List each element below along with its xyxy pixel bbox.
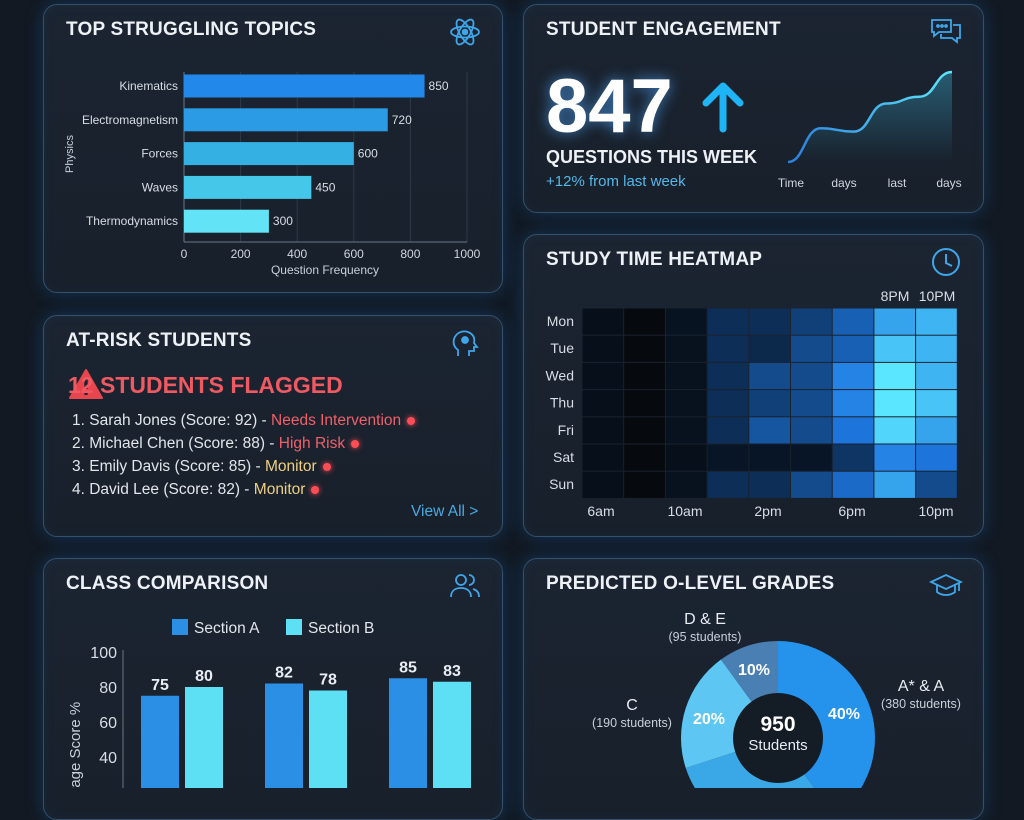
graduation-cap-icon (929, 574, 963, 596)
questions-label: QUESTIONS THIS WEEK (546, 147, 758, 167)
list-item[interactable]: 1. Sarah Jones (Score: 92) - Needs Inter… (72, 409, 416, 432)
list-item[interactable]: 4. David Lee (Score: 82) - Monitor (72, 478, 415, 501)
panel-title: STUDENT ENGAGEMENT (546, 19, 781, 40)
warning-triangle-icon (69, 369, 103, 399)
status-label: Needs Intervention (271, 412, 402, 429)
predicted-grades-panel: PREDICTED O-LEVEL GRADES (523, 558, 984, 820)
arrow-up-icon (702, 82, 744, 133)
list-item[interactable]: 3. Emily Davis (Score: 85) - Monitor (72, 455, 415, 478)
class-comparison-panel: CLASS COMPARISON (43, 558, 503, 820)
questions-count: 847 (546, 64, 673, 149)
status-dot (407, 416, 416, 425)
flagged-count: 12 STUDENTS FLAGGED (68, 372, 343, 398)
status-label: Monitor (264, 458, 317, 475)
status-dot (322, 462, 331, 471)
panel-title: AT-RISK STUDENTS (66, 330, 252, 351)
at-risk-students-panel: AT-RISK STUDENTS (43, 315, 503, 537)
list-item[interactable]: 2. Michael Chen (Score: 88) - High Risk (72, 432, 415, 455)
status-dot (311, 485, 320, 494)
view-all-link[interactable]: View All > (411, 503, 479, 520)
study-time-heatmap-panel: STUDY TIME HEATMAP (523, 234, 984, 537)
panel-title: PREDICTED O-LEVEL GRADES (546, 573, 835, 594)
head-brain-icon (452, 330, 479, 356)
users-icon (450, 574, 480, 598)
panel-title: TOP STRUGGLING TOPICS (66, 19, 317, 40)
atom-icon (450, 18, 480, 46)
student-engagement-panel: STUDENT ENGAGEMENT 847 QUESTIONS THIS WE… (523, 4, 984, 213)
clock-icon (932, 248, 960, 276)
at-risk-list: 1. Sarah Jones (Score: 92) - Needs Inter… (72, 409, 416, 501)
top-struggling-topics-panel: TOP STRUGGLING TOPICS (43, 4, 503, 293)
status-label: Monitor (253, 481, 306, 498)
panel-title: CLASS COMPARISON (66, 573, 269, 594)
status-label: High Risk (278, 435, 346, 452)
panel-title: STUDY TIME HEATMAP (546, 249, 763, 270)
change-text: +12% from last week (546, 173, 686, 190)
status-dot (351, 439, 360, 448)
chat-bubbles-icon (931, 19, 961, 44)
